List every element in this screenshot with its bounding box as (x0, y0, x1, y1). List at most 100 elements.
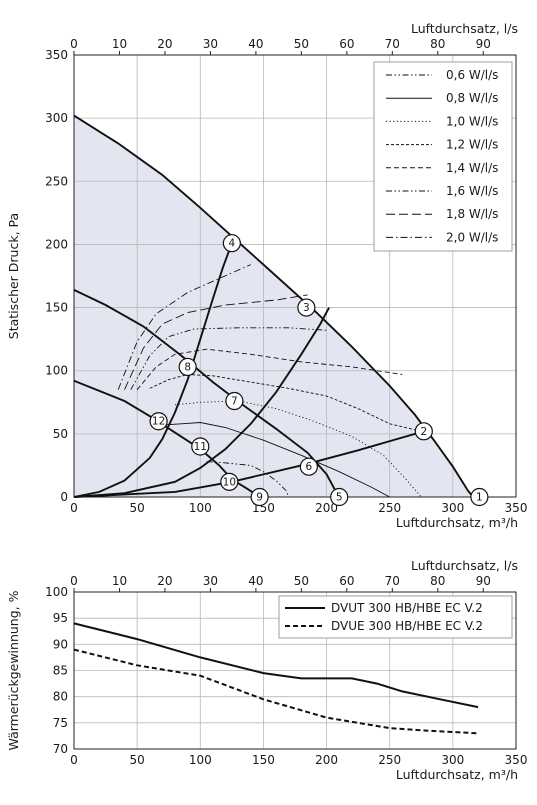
x-tick-label: 50 (130, 753, 145, 767)
operating-point-label: 1 (476, 492, 483, 504)
x2-tick-label: 30 (203, 37, 218, 51)
x-tick-label: 250 (378, 753, 401, 767)
operating-point-label: 11 (194, 441, 207, 453)
operating-point-label: 6 (306, 461, 313, 473)
x2-tick-label: 90 (476, 574, 491, 588)
operating-point-label: 9 (256, 492, 263, 504)
operating-point-marker (330, 487, 349, 507)
pressure-chart: 0 50 100 150 200 250 300 3500501001502002503003… (6, 21, 527, 530)
operating-point-marker (225, 391, 244, 411)
power-curve (149, 374, 422, 432)
operating-point-marker (149, 412, 168, 431)
x2-tick-label: 40 (248, 37, 263, 51)
operating-point-label: 10 (223, 476, 236, 488)
legend-label: 2,0 W/l/s (446, 230, 498, 244)
fan-curve (73, 289, 341, 498)
y-tick-label: 90 (53, 637, 68, 651)
operating-point-label: 5 (336, 492, 343, 504)
x-tick-label: 200 (315, 501, 338, 515)
y-tick-label: 200 (45, 237, 68, 251)
x-tick-label: 200 (315, 753, 338, 767)
operating-point-label: 3 (303, 302, 310, 314)
series-line (73, 622, 479, 709)
x2-axis-label: Luftdurchsatz, l/s (411, 21, 518, 36)
legend-box (373, 61, 513, 252)
operating-point-marker (250, 487, 269, 507)
x-tick-label: 350 (505, 501, 528, 515)
y-tick-label: 70 (53, 742, 68, 756)
x2-tick-label: 50 (294, 574, 309, 588)
x-axis-label: Luftdurchsatz, m³/h (396, 515, 518, 530)
y-tick-label: 150 (45, 301, 68, 315)
x2-tick-label: 70 (385, 37, 400, 51)
x2-tick-label: 0 (70, 37, 78, 51)
x2-tick-label: 0 (70, 574, 78, 588)
operating-point-label: 2 (420, 426, 427, 438)
legend-label: 1,2 W/l/s (446, 138, 498, 152)
x2-tick-label: 70 (385, 574, 400, 588)
x-tick-label: 300 (441, 501, 464, 515)
operating-point-marker (299, 457, 318, 476)
x2-tick-label: 80 (430, 37, 445, 51)
x2-axis-label: Luftdurchsatz, l/s (411, 558, 518, 573)
operating-point-label: 12 (152, 416, 165, 428)
x-axis-label: Luftdurchsatz, m³/h (396, 767, 518, 782)
x-tick-label: 250 (378, 501, 401, 515)
x2-tick-label: 20 (157, 37, 172, 51)
operating-point-marker (414, 422, 433, 441)
x-tick-label: 100 (189, 501, 212, 515)
power-curve (130, 327, 327, 390)
y-tick-label: 100 (45, 364, 68, 378)
y-tick-label: 85 (53, 664, 68, 678)
y-tick-label: 0 (60, 490, 68, 504)
operating-point-marker (470, 487, 489, 507)
operating-area (74, 115, 474, 497)
power-curve (206, 461, 290, 498)
series-line (73, 648, 479, 735)
x2-tick-label: 60 (339, 574, 354, 588)
operating-point-marker (297, 298, 316, 317)
plot-frame (73, 591, 517, 750)
legend-label: DVUE 300 HB/HBE EC V.2 (331, 619, 483, 633)
x-tick-label: 0 (70, 753, 78, 767)
fan-curve (73, 379, 261, 498)
y-tick-label: 80 (53, 690, 68, 704)
y-tick-label: 250 (45, 174, 68, 188)
x-tick-label: 50 (130, 501, 145, 515)
power-curve (136, 348, 403, 390)
operating-point-marker (222, 234, 241, 253)
system-curve (73, 430, 425, 498)
operating-point-label: 8 (184, 361, 191, 373)
x2-tick-label: 60 (339, 37, 354, 51)
power-curve (117, 264, 251, 390)
plot-frame (73, 54, 517, 498)
x-tick-label: 300 (441, 753, 464, 767)
x-tick-label: 0 (70, 501, 78, 515)
y-tick-label: 95 (53, 611, 68, 625)
x2-tick-label: 40 (248, 574, 263, 588)
system-curve (73, 242, 233, 498)
x-tick-label: 350 (505, 753, 528, 767)
x2-tick-label: 10 (112, 37, 127, 51)
legend-box (278, 595, 513, 639)
legend-label: 1,0 W/l/s (446, 114, 498, 128)
operating-point-label: 4 (229, 238, 236, 250)
y-tick-label: 350 (45, 48, 68, 62)
x2-tick-label: 50 (294, 37, 309, 51)
operating-point-label: 7 (231, 396, 238, 408)
power-curve (162, 422, 390, 498)
y-axis-label: Wärmerückgewinnung, % (6, 590, 21, 750)
legend-label: 1,6 W/l/s (446, 184, 498, 198)
x-tick-label: 100 (189, 753, 212, 767)
y-tick-label: 50 (53, 427, 68, 441)
legend-label: 0,8 W/l/s (446, 91, 498, 105)
x2-tick-label: 10 (112, 574, 127, 588)
operating-point-marker (191, 437, 210, 456)
fan-curve (73, 114, 474, 498)
x-tick-label: 150 (252, 753, 275, 767)
operating-point-marker (220, 472, 239, 491)
x2-tick-label: 30 (203, 574, 218, 588)
y-tick-label: 100 (45, 585, 68, 599)
y-tick-label: 300 (45, 111, 68, 125)
